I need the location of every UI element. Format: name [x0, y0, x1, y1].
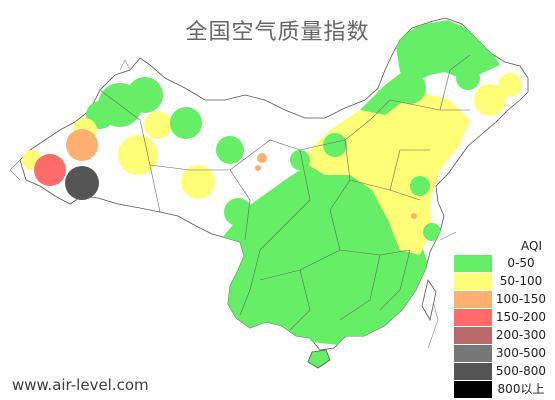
legend-swatch: [454, 363, 492, 380]
legend-label: 0-50: [507, 256, 535, 270]
region-sensitive-farwest: [66, 129, 98, 161]
legend-swatch: [454, 255, 492, 272]
legend-swatch: [454, 309, 492, 326]
region-good-center-3: [216, 136, 244, 164]
region-moderate-ne-1: [474, 84, 506, 116]
region-sensitive-spot-2: [255, 165, 261, 171]
island-taiwan: [421, 279, 437, 322]
aqi-regions: [98, 20, 522, 345]
region-moderate-west-3: [144, 111, 172, 139]
legend-row: 800以上: [454, 380, 548, 398]
region-good-center-2: [290, 150, 310, 170]
region-good-north-3: [456, 66, 480, 90]
website-url[interactable]: www.air-level.com: [12, 376, 149, 394]
region-good-west-2: [127, 77, 163, 113]
legend-row: 200-300: [454, 326, 548, 344]
region-good-coast-1: [410, 176, 430, 196]
legend-row: 300-500: [454, 344, 548, 362]
aqi-legend: AQI 0-50 50-100 100-150 150-200 200-300 300-5…: [454, 238, 548, 398]
legend-label: 300-500: [495, 346, 547, 360]
legend-swatch: [454, 291, 492, 308]
legend-label: 150-200: [495, 310, 547, 324]
region-good-northeast-band: [360, 70, 420, 115]
legend-label: 200-300: [495, 328, 547, 342]
legend-row: 0-50: [454, 254, 548, 272]
province-borders: [99, 54, 471, 331]
legend-label: 100-150: [495, 292, 547, 306]
region-moderate-ne-2: [498, 73, 522, 97]
region-moderate-central: [300, 92, 470, 255]
legend-label: 800以上: [497, 382, 545, 396]
region-good-coast-2: [423, 223, 441, 241]
legend-swatch: [454, 345, 492, 362]
legend-label: 500-800: [495, 364, 547, 378]
region-sensitive-spot-3: [411, 213, 417, 219]
legend-title: AQI: [521, 239, 542, 253]
map-title: 全国空气质量指数: [185, 20, 370, 45]
region-good-center-1: [323, 133, 347, 157]
region-good-north-2: [434, 26, 462, 54]
region-sensitive-spot-1: [257, 153, 267, 163]
legend-row: 100-150: [454, 290, 548, 308]
legend-label: 50-100: [499, 274, 543, 288]
legend-swatch: [454, 327, 492, 344]
legend-swatch: [454, 273, 492, 290]
region-moderate-west-1: [118, 135, 158, 175]
legend-swatch: [454, 381, 492, 398]
legend-row: 150-200: [454, 308, 548, 326]
legend-row: 500-800: [454, 362, 548, 380]
aqi-hotspots-west: [22, 101, 114, 200]
region-good-west-4: [224, 198, 252, 226]
island-hainan: [307, 349, 331, 369]
legend-row: 50-100: [454, 272, 548, 290]
region-moderate-west-2: [181, 165, 215, 199]
region-hazardous-farwest: [65, 166, 99, 200]
region-good-west-3: [170, 107, 202, 139]
region-unhealthy-farwest: [34, 154, 66, 186]
